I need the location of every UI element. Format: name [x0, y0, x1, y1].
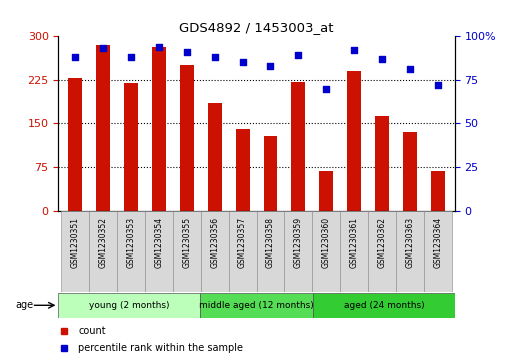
- Point: [434, 82, 442, 88]
- Text: count: count: [78, 326, 106, 336]
- FancyBboxPatch shape: [61, 211, 89, 292]
- Title: GDS4892 / 1453003_at: GDS4892 / 1453003_at: [179, 21, 334, 34]
- Text: GSM1230352: GSM1230352: [99, 217, 108, 268]
- FancyBboxPatch shape: [312, 211, 340, 292]
- Point: [71, 54, 79, 60]
- Text: GSM1230363: GSM1230363: [405, 217, 415, 268]
- Point: [378, 56, 386, 62]
- Point: [183, 49, 191, 55]
- Bar: [403, 132, 417, 211]
- Text: young (2 months): young (2 months): [89, 301, 170, 310]
- FancyBboxPatch shape: [313, 293, 455, 318]
- Bar: [180, 65, 194, 211]
- Bar: [124, 83, 138, 211]
- Text: GSM1230357: GSM1230357: [238, 217, 247, 268]
- Point: [294, 53, 302, 58]
- Bar: [236, 129, 249, 211]
- FancyBboxPatch shape: [201, 211, 229, 292]
- Point: [127, 54, 135, 60]
- Text: GSM1230356: GSM1230356: [210, 217, 219, 268]
- Point: [99, 46, 107, 52]
- Bar: [431, 171, 445, 211]
- Text: GSM1230362: GSM1230362: [377, 217, 387, 268]
- Bar: [320, 171, 333, 211]
- FancyBboxPatch shape: [117, 211, 145, 292]
- Text: GSM1230358: GSM1230358: [266, 217, 275, 268]
- Point: [239, 60, 247, 65]
- FancyBboxPatch shape: [58, 293, 200, 318]
- FancyBboxPatch shape: [145, 211, 173, 292]
- Point: [211, 54, 219, 60]
- Bar: [347, 71, 361, 211]
- Bar: [375, 116, 389, 211]
- Bar: [68, 78, 82, 211]
- FancyBboxPatch shape: [284, 211, 312, 292]
- FancyBboxPatch shape: [340, 211, 368, 292]
- Text: GSM1230353: GSM1230353: [126, 217, 136, 268]
- Bar: [292, 82, 305, 211]
- Text: age: age: [15, 300, 34, 310]
- Text: middle aged (12 months): middle aged (12 months): [199, 301, 314, 310]
- Point: [406, 66, 414, 72]
- Point: [266, 63, 274, 69]
- Text: aged (24 months): aged (24 months): [343, 301, 424, 310]
- FancyBboxPatch shape: [229, 211, 257, 292]
- FancyBboxPatch shape: [368, 211, 396, 292]
- Text: GSM1230360: GSM1230360: [322, 217, 331, 268]
- Bar: [264, 136, 277, 211]
- Text: GSM1230364: GSM1230364: [433, 217, 442, 268]
- Point: [155, 44, 163, 50]
- Bar: [208, 103, 221, 211]
- FancyBboxPatch shape: [424, 211, 452, 292]
- Text: GSM1230359: GSM1230359: [294, 217, 303, 268]
- Text: GSM1230354: GSM1230354: [154, 217, 164, 268]
- FancyBboxPatch shape: [396, 211, 424, 292]
- Text: GSM1230351: GSM1230351: [71, 217, 80, 268]
- Text: GSM1230361: GSM1230361: [350, 217, 359, 268]
- Point: [322, 86, 330, 91]
- FancyBboxPatch shape: [257, 211, 284, 292]
- Point: [350, 47, 358, 53]
- FancyBboxPatch shape: [89, 211, 117, 292]
- Text: GSM1230355: GSM1230355: [182, 217, 192, 268]
- Bar: [96, 45, 110, 211]
- FancyBboxPatch shape: [200, 293, 313, 318]
- FancyBboxPatch shape: [173, 211, 201, 292]
- Text: percentile rank within the sample: percentile rank within the sample: [78, 343, 243, 352]
- Bar: [152, 47, 166, 211]
